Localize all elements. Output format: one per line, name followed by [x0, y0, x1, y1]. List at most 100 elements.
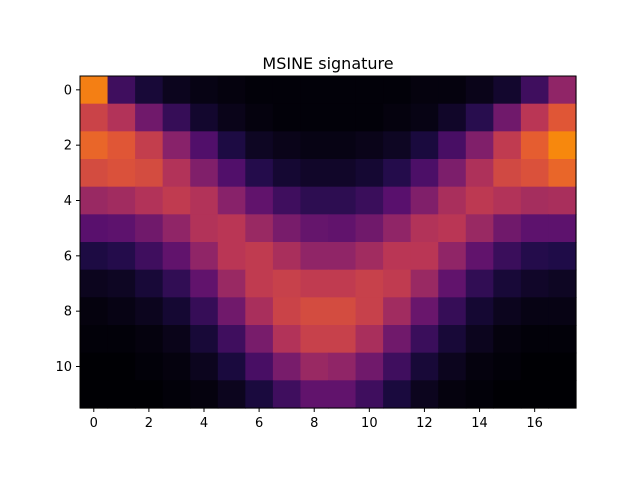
y-tick-label: 2: [64, 139, 72, 154]
x-tick-label: 4: [200, 416, 208, 431]
heatmap-cell: [300, 269, 329, 298]
heatmap-cell: [300, 297, 329, 326]
heatmap-cell: [272, 242, 302, 271]
heatmap-cell: [465, 159, 494, 188]
heatmap-cell: [465, 76, 494, 105]
heatmap-cell: [80, 103, 109, 132]
heatmap-cell: [272, 297, 302, 326]
y-tick-label: 0: [64, 83, 72, 98]
heatmap-cell: [190, 380, 219, 409]
heatmap-cell: [135, 214, 164, 243]
heatmap-cell: [162, 76, 191, 105]
heatmap-cell: [80, 380, 109, 409]
heatmap-cell: [107, 76, 136, 105]
heatmap-cell: [217, 242, 246, 271]
heatmap-cell: [438, 242, 467, 271]
heatmap-cell: [355, 352, 384, 381]
heatmap-cell: [135, 103, 164, 132]
y-axis: 0 2 4 6 8 10: [55, 83, 80, 375]
heatmap-cell: [135, 186, 164, 215]
heatmap-cell: [328, 131, 357, 160]
heatmap-cell: [80, 131, 109, 160]
heatmap-cell: [355, 297, 384, 326]
heatmap-cell: [190, 325, 219, 354]
y-tick-label: 10: [55, 360, 72, 375]
heatmap-cell: [520, 131, 550, 160]
heatmap-cell: [245, 380, 274, 409]
heatmap-cell: [80, 186, 109, 215]
heatmap-cell: [548, 269, 577, 298]
heatmap-cell: [438, 352, 467, 381]
heatmap-cell: [493, 103, 522, 132]
heatmap-cell: [438, 76, 467, 105]
heatmap-cell: [520, 186, 550, 215]
heatmap-cell: [383, 103, 412, 132]
heatmap-cell: [245, 131, 274, 160]
heatmap-cell: [190, 131, 219, 160]
y-tick-label: 4: [64, 194, 72, 209]
heatmap-cell: [493, 325, 522, 354]
heatmap-cell: [80, 352, 109, 381]
heatmap-cell: [465, 269, 494, 298]
heatmap-cell: [300, 159, 329, 188]
chart-title: MSINE signature: [262, 54, 393, 73]
x-tick-label: 16: [526, 416, 543, 431]
heatmap-cell: [190, 76, 219, 105]
heatmap-cell: [493, 242, 522, 271]
heatmap-cell: [438, 159, 467, 188]
heatmap-cell: [135, 269, 164, 298]
x-tick-label: 6: [255, 416, 263, 431]
heatmap-cell: [272, 131, 302, 160]
heatmap-cell: [410, 269, 439, 298]
heatmap-cell: [548, 297, 577, 326]
heatmap-cell: [190, 103, 219, 132]
heatmap-cell: [520, 269, 550, 298]
heatmap-cell: [438, 214, 467, 243]
heatmap-cell: [135, 352, 164, 381]
heatmap-cell: [217, 380, 246, 409]
heatmap-cell: [162, 159, 191, 188]
heatmap-cell: [355, 214, 384, 243]
heatmap-cell: [493, 186, 522, 215]
heatmap-cell: [548, 131, 577, 160]
x-tick-label: 8: [310, 416, 318, 431]
heatmap-cell: [493, 269, 522, 298]
heatmap-cell: [465, 297, 494, 326]
heatmap-cell: [383, 214, 412, 243]
heatmap-cell: [217, 325, 246, 354]
heatmap-cell: [548, 76, 577, 105]
heatmap-cell: [245, 76, 274, 105]
heatmap-cell: [300, 103, 329, 132]
heatmap-cell: [272, 352, 302, 381]
heatmap-cell: [520, 325, 550, 354]
heatmap-cell: [465, 380, 494, 409]
heatmap-cell: [107, 186, 136, 215]
heatmap-cell: [300, 242, 329, 271]
heatmap-cell: [107, 352, 136, 381]
heatmap-cell: [328, 325, 357, 354]
heatmap-cell: [355, 269, 384, 298]
heatmap-cell: [410, 325, 439, 354]
heatmap-cell: [520, 103, 550, 132]
heatmap-cell: [107, 325, 136, 354]
heatmap-cell: [410, 242, 439, 271]
heatmap-cell: [493, 159, 522, 188]
heatmap-cell: [162, 352, 191, 381]
x-tick-label: 2: [145, 416, 153, 431]
heatmap-cell: [217, 159, 246, 188]
heatmap-cell: [328, 76, 357, 105]
heatmap-cell: [300, 186, 329, 215]
heatmap-cell: [383, 352, 412, 381]
heatmap-cell: [80, 297, 109, 326]
heatmap-cell: [383, 297, 412, 326]
heatmap-cell: [465, 214, 494, 243]
heatmap-cell: [548, 352, 577, 381]
heatmap-cell: [245, 214, 274, 243]
heatmap-cell: [520, 242, 550, 271]
heatmap-cell: [548, 159, 577, 188]
heatmap-cell: [245, 352, 274, 381]
heatmap-cell: [328, 380, 357, 409]
heatmap-cell: [493, 214, 522, 243]
heatmap-cell: [190, 297, 219, 326]
heatmap-cell: [410, 131, 439, 160]
